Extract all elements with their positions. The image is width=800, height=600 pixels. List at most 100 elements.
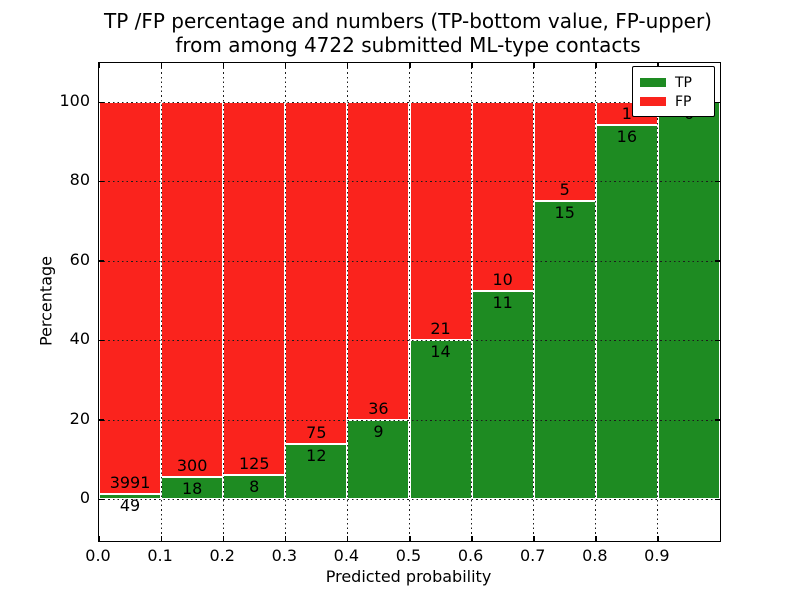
gridline-vertical <box>284 63 286 541</box>
x-tick-mark <box>533 63 535 68</box>
chart-title: TP /FP percentage and numbers (TP-bottom… <box>8 9 800 57</box>
y-tick-label: 40 <box>69 329 90 349</box>
bar-label-tp: 18 <box>181 478 203 498</box>
y-axis-label: Percentage <box>36 255 56 347</box>
bar-label-tp: 49 <box>119 496 141 516</box>
tp-swatch-icon <box>640 78 666 87</box>
y-tick-label: 0 <box>79 488 90 507</box>
bar-segment-fp <box>409 102 472 341</box>
bar-label-tp: 16 <box>616 127 638 147</box>
x-tick-mark <box>533 536 535 541</box>
x-tick-label: 0.1 <box>147 546 173 565</box>
gridline-vertical <box>471 63 473 541</box>
bar-segment-tp <box>595 125 658 499</box>
plot-area: 39914930018125875123692114101151511606 T… <box>98 62 721 542</box>
bar-segment-fp <box>161 102 224 477</box>
gridline-vertical <box>657 63 659 541</box>
legend-item-fp: FP <box>640 92 706 111</box>
bar-label-fp: 1 <box>621 104 632 124</box>
bar-segment-tp <box>285 444 348 499</box>
bar-segment-tp <box>471 291 534 499</box>
x-tick-label: 0.8 <box>582 546 608 565</box>
bar-segment-tp <box>99 494 162 499</box>
bar-label-fp: 300 <box>176 455 208 475</box>
x-tick-label: 0.3 <box>271 546 298 565</box>
legend-label-tp: TP <box>675 74 692 91</box>
gridline-vertical <box>160 63 162 541</box>
bar-label-fp: 125 <box>238 454 270 474</box>
y-tick-mark <box>715 260 720 262</box>
y-tick-mark <box>715 339 720 342</box>
x-tick-mark <box>222 63 225 68</box>
bar-segment-tp <box>657 102 720 499</box>
x-tick-mark <box>346 63 349 68</box>
x-tick-mark <box>657 536 659 541</box>
legend-label-fp: FP <box>675 93 692 110</box>
x-tick-mark <box>657 63 659 68</box>
x-tick-mark <box>409 63 411 68</box>
gridline-horizontal <box>99 419 720 421</box>
bar-segment-tp <box>161 476 224 499</box>
x-tick-mark <box>98 536 101 541</box>
x-tick-mark <box>346 536 349 541</box>
bar-label-fp: 21 <box>430 319 451 339</box>
x-tick-label: 0.6 <box>457 546 484 565</box>
y-tick-label: 80 <box>69 170 90 190</box>
bar-label-fp: 3991 <box>109 473 151 493</box>
bar-label-tp: 8 <box>249 477 260 497</box>
y-tick-mark <box>715 498 720 501</box>
y-tick-mark <box>99 419 104 421</box>
x-tick-mark <box>595 63 597 68</box>
bar-label-fp: 10 <box>492 270 513 290</box>
gridline-vertical <box>409 63 410 541</box>
y-tick-label: 60 <box>69 249 90 269</box>
gridline-horizontal <box>99 181 720 183</box>
x-tick-mark <box>595 536 597 541</box>
bar-label-fp: 36 <box>368 398 389 418</box>
bar-segment-tp <box>223 475 286 499</box>
bar-label-tp: 9 <box>373 421 384 441</box>
bar-segment-fp <box>533 102 596 202</box>
x-tick-mark <box>284 63 287 68</box>
bar-label-tp: 12 <box>306 446 327 466</box>
bar-segment-fp <box>223 102 286 476</box>
bar-segment-tp <box>409 340 472 499</box>
y-tick-mark <box>99 180 104 183</box>
fp-swatch-icon <box>640 97 666 106</box>
bar-label-tp: 15 <box>554 203 575 223</box>
gridline-horizontal <box>99 102 720 103</box>
x-tick-mark <box>222 536 225 541</box>
x-tick-label: 0.4 <box>333 546 360 565</box>
bar-label-fp: 75 <box>306 423 327 443</box>
bar-segment-tp <box>347 419 410 499</box>
y-tick-mark <box>715 180 720 183</box>
x-tick-mark <box>98 63 101 68</box>
x-tick-mark <box>160 536 163 541</box>
gridline-vertical <box>222 63 224 541</box>
gridline-horizontal <box>99 340 720 342</box>
gridline-vertical <box>595 63 597 541</box>
bar-segment-fp <box>285 102 348 445</box>
bar-segment-fp <box>99 102 162 495</box>
gridline-vertical <box>533 63 535 541</box>
legend-item-tp: TP <box>640 73 706 92</box>
bar-label-tp: 11 <box>492 293 513 313</box>
x-tick-mark <box>409 536 411 541</box>
x-tick-label: 0.2 <box>209 546 235 565</box>
x-tick-mark <box>471 536 473 541</box>
x-axis-label: Predicted probability <box>325 567 492 586</box>
gridline-vertical <box>346 63 348 541</box>
x-tick-label: 0.0 <box>85 546 111 565</box>
bar-label-fp: 5 <box>559 180 570 200</box>
y-tick-mark <box>99 101 104 104</box>
bar-segment-fp <box>471 102 534 292</box>
y-tick-mark <box>99 339 104 342</box>
x-tick-mark <box>160 63 163 68</box>
bar-segment-tp <box>533 201 596 499</box>
y-tick-mark <box>715 101 720 104</box>
bar-label-tp: 14 <box>430 342 451 362</box>
y-tick-label: 100 <box>59 91 90 110</box>
chart-title-line2: from among 4722 submitted ML-type contac… <box>175 33 641 57</box>
y-tick-label: 20 <box>69 408 90 428</box>
gridline-horizontal <box>99 260 720 262</box>
